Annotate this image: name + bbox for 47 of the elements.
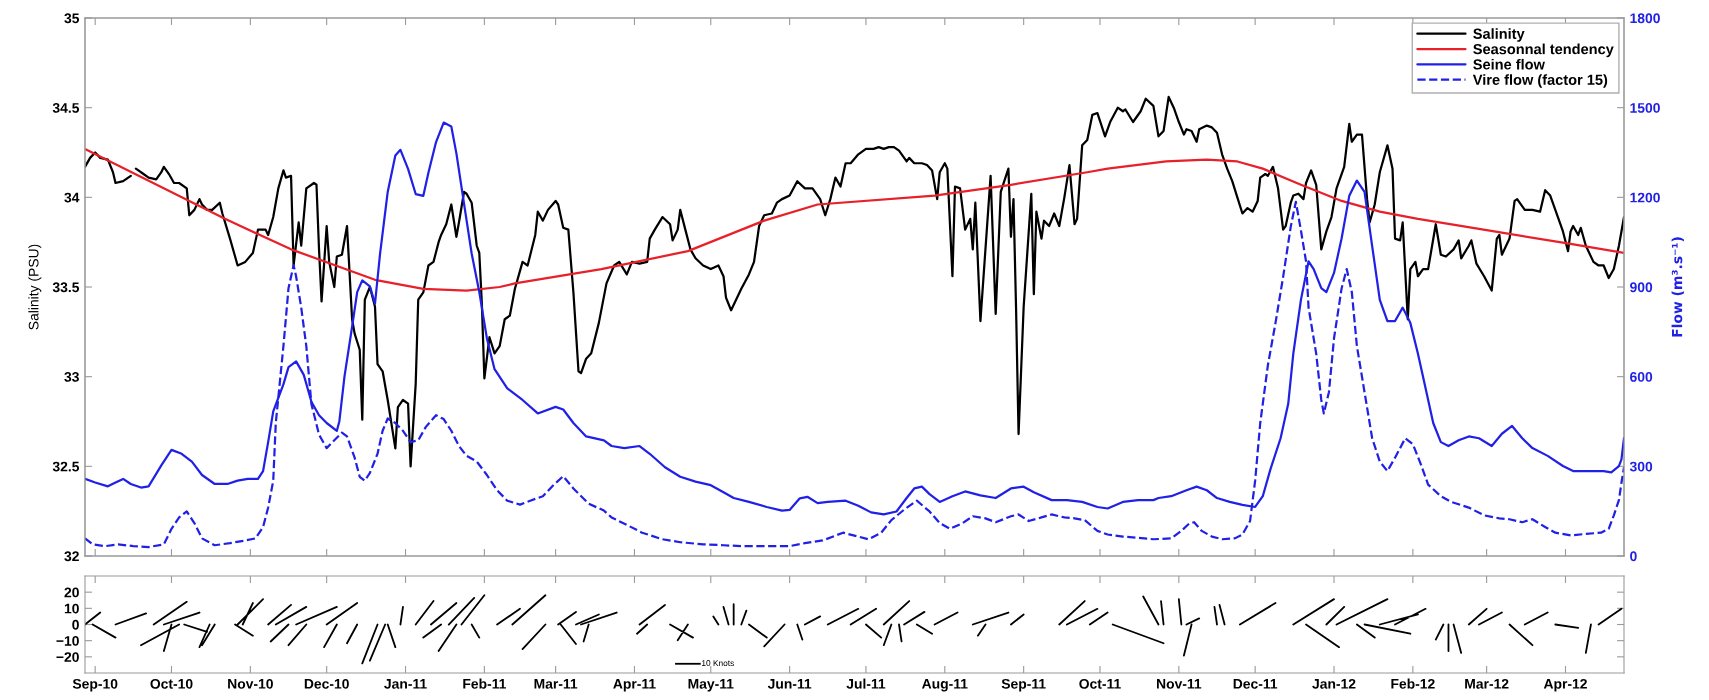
x-tick-label: Dec-11 — [1233, 679, 1278, 689]
x-tick-label: Oct-11 — [1079, 678, 1121, 689]
y-tick-label: 20 — [64, 587, 79, 598]
x-tick-label: Dec-10 — [304, 678, 349, 689]
legend-label: Vire flow (factor 15) — [1472, 74, 1608, 88]
y-tick-label: 33 — [64, 372, 79, 382]
y2-tick-label: 1200 — [1630, 192, 1660, 203]
annotation: 10 Knots — [702, 660, 734, 667]
y2-tick-label: 300 — [1629, 461, 1653, 472]
x-tick-label: Sep-10 — [72, 678, 118, 692]
x-tick-label: Jun-11 — [767, 679, 812, 689]
x-tick-label: Jan-12 — [1312, 678, 1356, 689]
y-tick-label: 32.5 — [52, 461, 80, 472]
x-tick-label: Nov-10 — [228, 678, 273, 689]
y2-tick-label: 600 — [1630, 372, 1653, 382]
y-tick-label: 35 — [64, 13, 80, 24]
y-tick-label: −10 — [56, 636, 79, 646]
y-tick-label: 32 — [64, 551, 79, 562]
y-tick-label: 34.5 — [52, 103, 80, 113]
x-tick-label: Mar-12 — [1465, 678, 1509, 689]
legend-label: Salinity — [1473, 28, 1525, 42]
x-tick-label: Apr-11 — [613, 679, 656, 692]
x-tick-label: Mar-11 — [534, 679, 578, 689]
x-tick-label: Feb-11 — [463, 678, 506, 689]
x-tick-label: Oct-10 — [150, 678, 193, 689]
x-tick-label: Feb-12 — [1391, 678, 1435, 689]
x-tick-label: Jan-11 — [384, 679, 427, 689]
y2-tick-label: 1500 — [1630, 103, 1660, 113]
x-tick-label: Jul-11 — [846, 678, 886, 689]
y2-tick-label: 0 — [1630, 551, 1637, 562]
x-tick-label: Nov-11 — [1156, 679, 1202, 689]
x-tick-label: Sep-11 — [1001, 678, 1046, 692]
y-tick-label: 0 — [72, 619, 79, 630]
y-tick-label: 10 — [64, 603, 79, 614]
y-tick-label: −20 — [56, 652, 79, 662]
y2-tick-label: 900 — [1630, 282, 1653, 293]
x-tick-label: May-11 — [688, 679, 734, 692]
x-tick-label: Aug-11 — [922, 679, 968, 692]
y-tick-label: 33.5 — [52, 282, 80, 293]
y2-tick-label: 1800 — [1630, 13, 1660, 24]
line-series — [85, 147, 1624, 292]
legend-label: Seine flow — [1473, 58, 1545, 70]
x-tick-label: Apr-12 — [1543, 678, 1587, 692]
y2-axis-title: Flow (m³.s⁻¹) — [1671, 237, 1684, 337]
y-tick-label: 34 — [64, 192, 80, 203]
legend-label: Seasonnal tendency — [1473, 43, 1614, 58]
y-axis-title: Salinity (PSU) — [28, 244, 42, 330]
